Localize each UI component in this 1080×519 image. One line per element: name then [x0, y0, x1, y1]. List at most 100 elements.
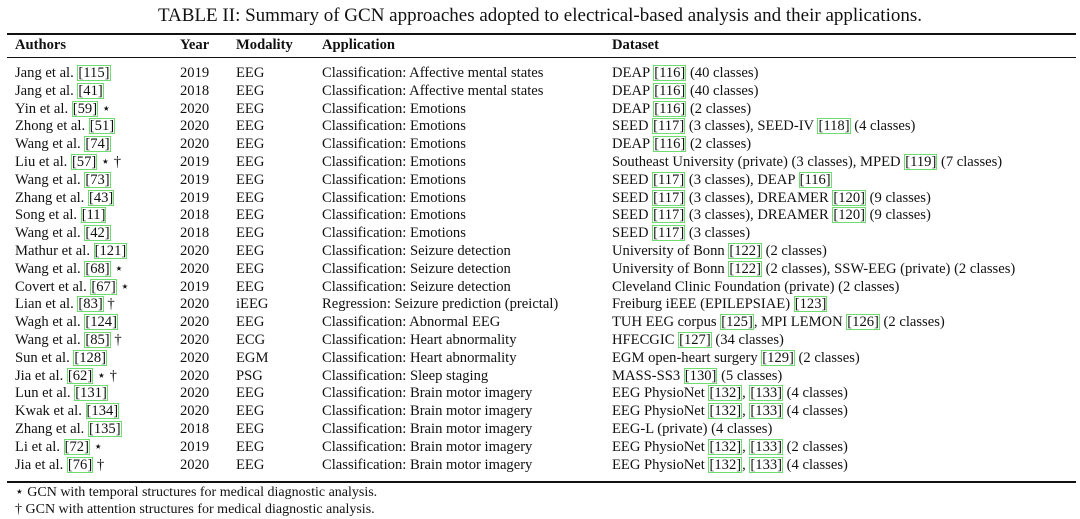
dataset-text: (7 classes) — [937, 153, 1003, 170]
table-row: Zhang et al. [135] 2018 EEG Classification:… — [7, 420, 1076, 439]
citation-link[interactable]: [67] — [90, 278, 117, 295]
dataset-cell: SEED [117] (3 classes) — [604, 225, 1076, 243]
structure-mark: ⋆ † — [100, 153, 122, 170]
citation-link[interactable]: [131] — [74, 385, 108, 402]
modality-cell: EEG — [236, 189, 265, 206]
dataset-text: Cleveland Clinic Foundation (private) (2… — [612, 278, 900, 295]
citation-link[interactable]: [120] — [832, 207, 866, 224]
citation-link[interactable]: [133] — [749, 385, 784, 402]
citation-link[interactable]: [117] — [652, 171, 686, 188]
citation-link[interactable]: [124] — [84, 314, 118, 331]
citation-link[interactable]: [132] — [708, 456, 743, 473]
citation-link[interactable]: [117] — [652, 225, 686, 242]
application-cell: Classification: Brain motor imagery — [322, 403, 533, 420]
table-row: Wang et al. [85] † 2020 ECG Classification:… — [7, 331, 1076, 350]
year-cell: 2019 — [180, 189, 210, 206]
citation-link[interactable]: [127] — [678, 331, 712, 348]
citation-link[interactable]: [133] — [749, 403, 784, 420]
dataset-text: DEAP — [612, 100, 654, 117]
citation-link[interactable]: [116] — [653, 65, 687, 81]
dataset-cell: Cleveland Clinic Foundation (private) (2… — [604, 279, 1076, 297]
header-dataset: Dataset — [612, 37, 660, 53]
author-cell: Lian et al. [83] † — [7, 296, 172, 314]
structure-mark: † — [96, 456, 105, 473]
citation-link[interactable]: [76] — [66, 456, 94, 473]
citation-link[interactable]: [116] — [798, 171, 832, 188]
dataset-text: (9 classes) — [865, 189, 931, 206]
citation-link[interactable]: [116] — [653, 82, 687, 99]
dataset-text: (9 classes) — [865, 207, 931, 224]
citation-link[interactable]: [85] — [84, 331, 111, 348]
dataset-text: (40 classes) — [686, 82, 759, 99]
citation-link[interactable]: [120] — [832, 189, 866, 206]
citation-link[interactable]: [116] — [653, 136, 687, 153]
citation-link[interactable]: [122] — [728, 242, 762, 259]
citation-link[interactable]: [51] — [88, 118, 116, 135]
dataset-text: (3 classes), DREAMER — [685, 207, 833, 224]
citation-link[interactable]: [123] — [793, 296, 828, 313]
citation-link[interactable]: [126] — [846, 314, 880, 331]
year-cell: 2020 — [180, 100, 210, 117]
citation-link[interactable]: [57] — [70, 153, 98, 170]
citation-link[interactable]: [129] — [761, 349, 795, 366]
citation-link[interactable]: [134] — [85, 403, 120, 420]
author-name: Song et al. — [15, 207, 78, 224]
citation-link[interactable]: [74] — [84, 136, 111, 153]
dataset-text: HFECGIC — [612, 331, 679, 348]
dataset-text: (2 classes), SSW-EEG (private) (2 classe… — [761, 260, 1016, 277]
author-name: Sun et al. — [15, 349, 70, 366]
citation-link[interactable]: [72] — [63, 438, 90, 455]
citation-link[interactable]: [41] — [77, 82, 104, 99]
footnote-attention: † GCN with attention structures for medi… — [15, 502, 375, 517]
author-cell: Wagh et al. [124] — [7, 314, 172, 332]
citation-link[interactable]: [128] — [73, 349, 108, 366]
author-name: Wang et al. — [15, 136, 81, 153]
dataset-text: (2 classes) — [879, 314, 945, 331]
table-row: Yin et al. [59] ⋆ 2020 EEG Classification: … — [7, 100, 1076, 119]
table-row: Zhang et al. [43] 2019 EEG Classification: … — [7, 189, 1076, 208]
citation-link[interactable]: [11] — [80, 207, 107, 224]
citation-link[interactable]: [135] — [87, 420, 122, 437]
dataset-text: (4 classes) — [850, 118, 916, 135]
dataset-text: University of Bonn — [612, 242, 729, 259]
citation-link[interactable]: [122] — [728, 260, 762, 277]
dataset-text: (40 classes) — [686, 65, 759, 81]
citation-link[interactable]: [132] — [708, 385, 743, 402]
citation-link[interactable]: [43] — [87, 189, 115, 206]
citation-link[interactable]: [73] — [84, 171, 111, 188]
citation-link[interactable]: [83] — [77, 296, 104, 313]
table-row: Wang et al. [74] 2020 EEG Classification: E… — [7, 136, 1076, 154]
citation-link[interactable]: [117] — [652, 207, 686, 224]
citation-link[interactable]: [125] — [720, 314, 754, 331]
year-cell: 2020 — [180, 456, 210, 473]
citation-link[interactable]: [42] — [84, 225, 111, 242]
header-authors: Authors — [15, 37, 67, 53]
citation-link[interactable]: [62] — [66, 367, 94, 384]
table-row: Zhong et al. [51] 2020 EEG Classification: … — [7, 118, 1076, 136]
citation-link[interactable]: [118] — [817, 118, 851, 135]
citation-link[interactable]: [115] — [77, 65, 111, 81]
citation-link[interactable]: [117] — [652, 118, 686, 135]
citation-link[interactable]: [132] — [708, 403, 743, 420]
citation-link[interactable]: [130] — [683, 367, 718, 384]
year-cell: 2019 — [180, 153, 210, 170]
author-name: Jang et al. — [15, 82, 74, 99]
citation-link[interactable]: [117] — [652, 189, 686, 206]
dataset-text: SEED — [612, 207, 653, 224]
citation-link[interactable]: [133] — [749, 456, 784, 473]
citation-link[interactable]: [116] — [653, 100, 687, 117]
citation-link[interactable]: [59] — [71, 100, 99, 117]
citation-link[interactable]: [132] — [708, 438, 743, 455]
citation-link[interactable]: [133] — [749, 438, 784, 455]
application-cell: Classification: Emotions — [322, 207, 466, 224]
author-cell: Yin et al. [59] ⋆ — [7, 100, 172, 119]
citation-link[interactable]: [68] — [84, 260, 111, 277]
citation-link[interactable]: [119] — [904, 153, 938, 170]
author-name: Zhong et al. — [15, 118, 86, 135]
header-rule — [7, 57, 1076, 58]
dataset-text: , — [742, 403, 750, 420]
year-cell: 2020 — [180, 349, 210, 366]
modality-cell: EEG — [236, 314, 265, 331]
citation-link[interactable]: [121] — [93, 242, 128, 259]
author-name: Li et al. — [15, 438, 60, 455]
